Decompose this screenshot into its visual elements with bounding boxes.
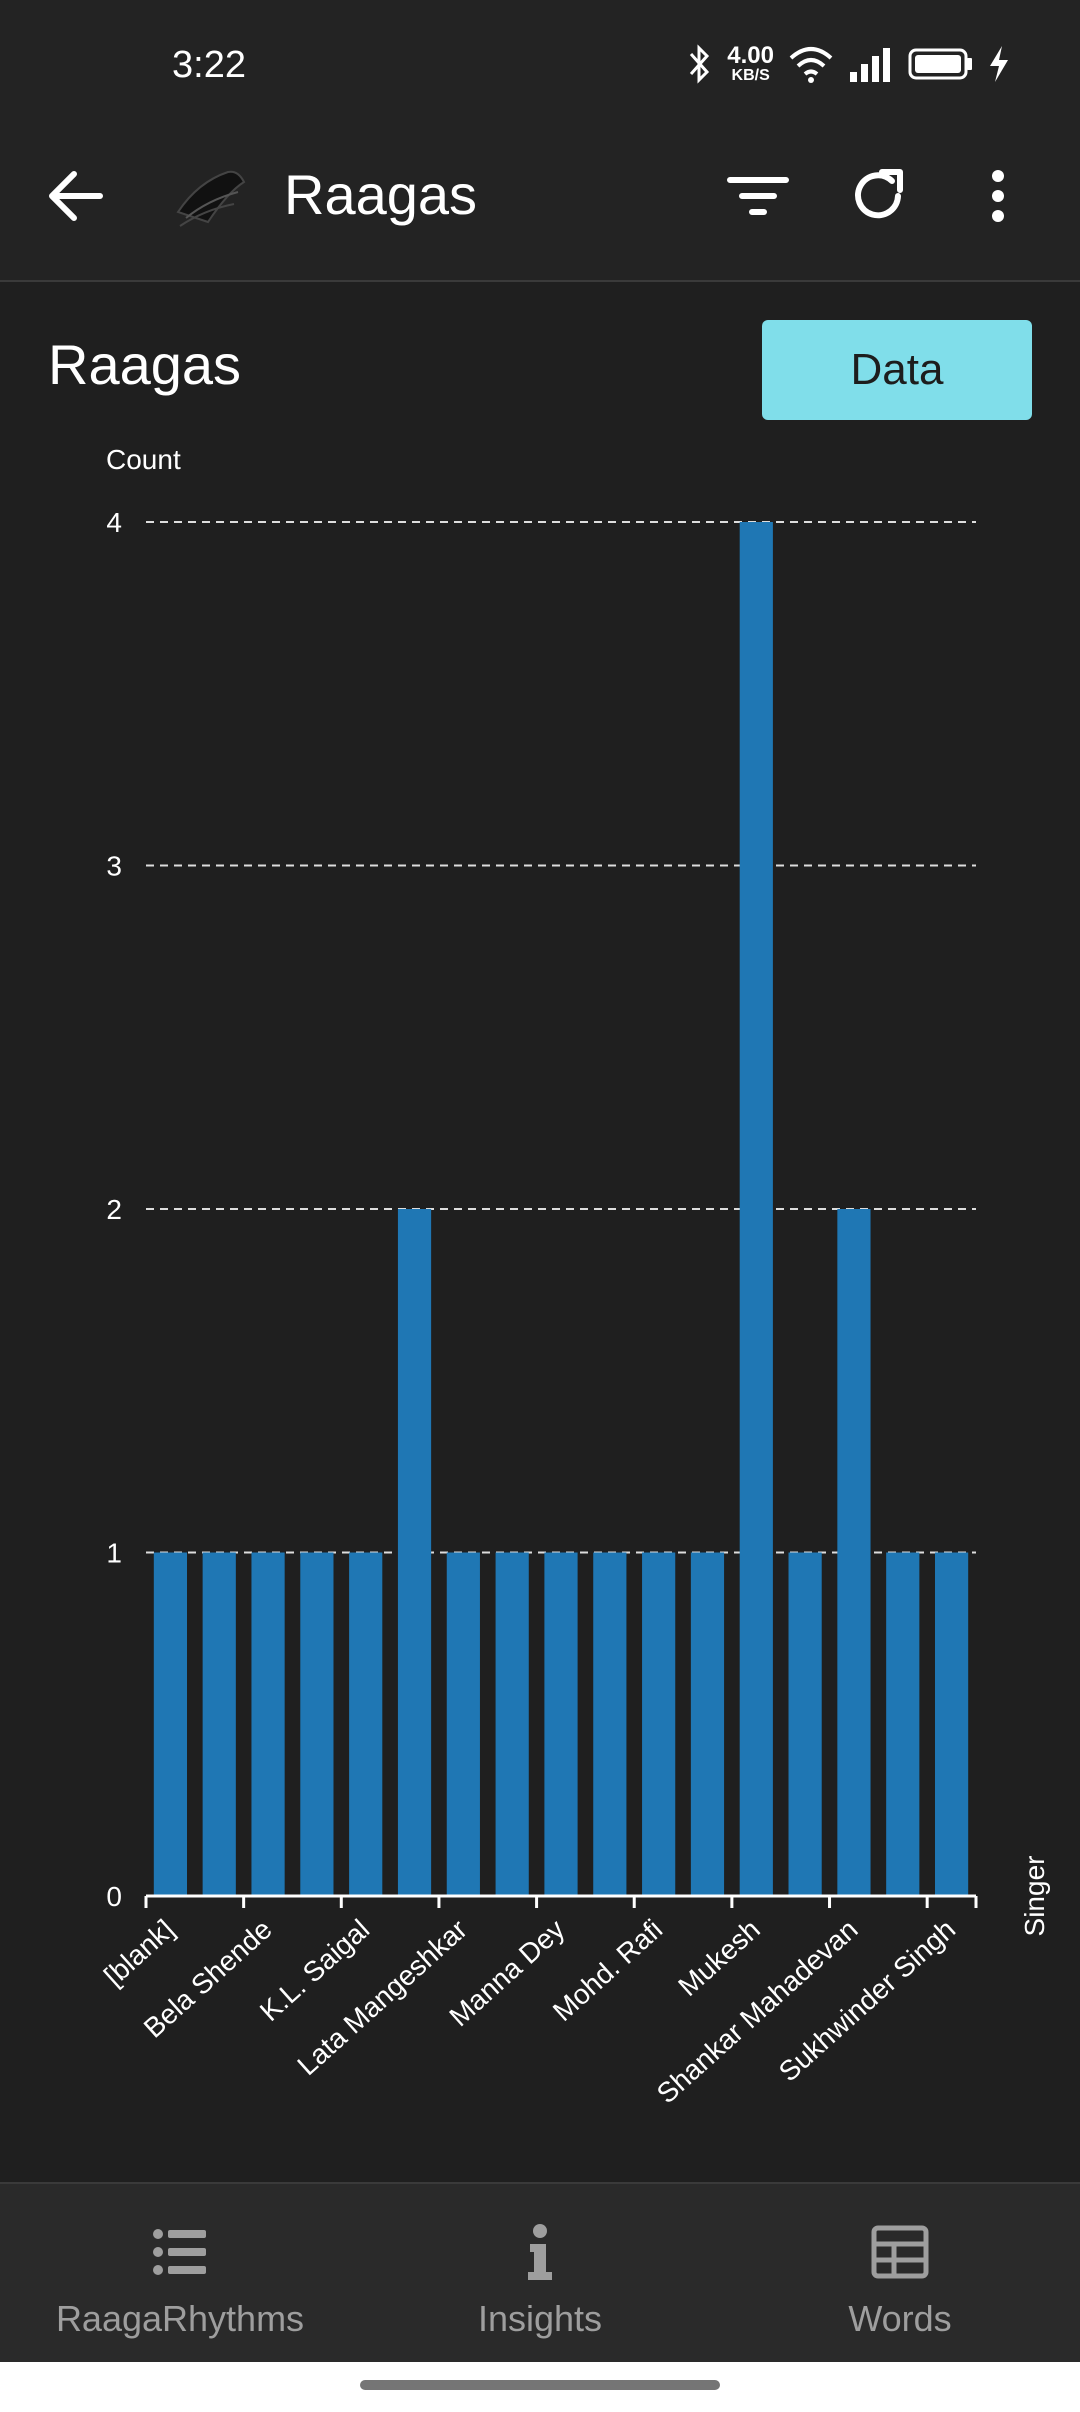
app-logo (176, 170, 246, 227)
gesture-area (0, 2362, 1080, 2412)
list-icon (153, 2229, 206, 2275)
data-button[interactable]: Data (762, 320, 1032, 420)
x-tick-label: Lata Mangeshkar (291, 1913, 473, 2081)
y-tick-label: 1 (106, 1538, 122, 1569)
bar (446, 1552, 480, 1896)
bar (739, 522, 773, 1896)
info-icon (528, 2224, 552, 2280)
more-vert-icon[interactable] (962, 160, 1034, 232)
bottom-nav: RaagaRhythms Insights Words (0, 2182, 1080, 2364)
x-tick-label: Mukesh (672, 1913, 766, 2002)
net-speed-unit: KB/S (731, 67, 770, 84)
status-icons: 4.00 KB/S (685, 44, 1010, 84)
nav-item-insights[interactable]: Insights (360, 2184, 720, 2364)
content-title: Raagas (48, 333, 242, 396)
bar (690, 1552, 725, 1896)
bar (397, 1209, 432, 1896)
refresh-icon[interactable] (842, 160, 914, 232)
bar (300, 1552, 334, 1896)
bar (934, 1552, 969, 1896)
net-speed: 4.00 KB/S (727, 44, 774, 84)
bar (349, 1552, 383, 1896)
battery-icon (908, 48, 972, 80)
bar (788, 1552, 822, 1896)
nav-label: Insights (477, 2298, 603, 2339)
wifi-icon (789, 47, 833, 83)
filter-icon[interactable] (722, 160, 794, 232)
x-axis-label: Singer (1019, 1856, 1050, 1937)
bluetooth-icon (690, 44, 710, 84)
nav-label: RaagaRhythms (55, 2298, 305, 2339)
app-title: Raagas (284, 163, 478, 226)
bar (886, 1552, 920, 1896)
y-tick-label: 2 (106, 1194, 122, 1225)
nav-item-raagarhythms[interactable]: RaagaRhythms (0, 2184, 360, 2364)
bar (251, 1552, 285, 1896)
status-time: 3:22 (172, 44, 246, 86)
signal-icon (850, 48, 890, 82)
y-tick-label: 0 (106, 1881, 122, 1912)
net-speed-value: 4.00 (727, 42, 774, 69)
bar (544, 1552, 578, 1896)
y-tick-label: 3 (106, 851, 122, 882)
y-tick-label: 4 (106, 507, 122, 538)
x-tick-label: Sukhwinder Singh (773, 1913, 961, 2087)
x-tick-label: [blank] (98, 1913, 180, 1991)
back-arrow-icon[interactable] (40, 160, 112, 232)
nav-item-words[interactable]: Words (720, 2184, 1080, 2364)
bar (593, 1552, 627, 1896)
y-axis-label: Count (106, 444, 181, 475)
table-icon (871, 2225, 929, 2279)
bar (495, 1552, 529, 1896)
nav-label: Words (848, 2298, 952, 2339)
bar (837, 1209, 871, 1896)
gesture-bar[interactable] (360, 2380, 720, 2390)
app-bar: Raagas (0, 110, 1080, 282)
charging-icon (990, 46, 1008, 82)
bar (642, 1552, 676, 1896)
bar (202, 1552, 236, 1896)
bar (153, 1552, 188, 1896)
